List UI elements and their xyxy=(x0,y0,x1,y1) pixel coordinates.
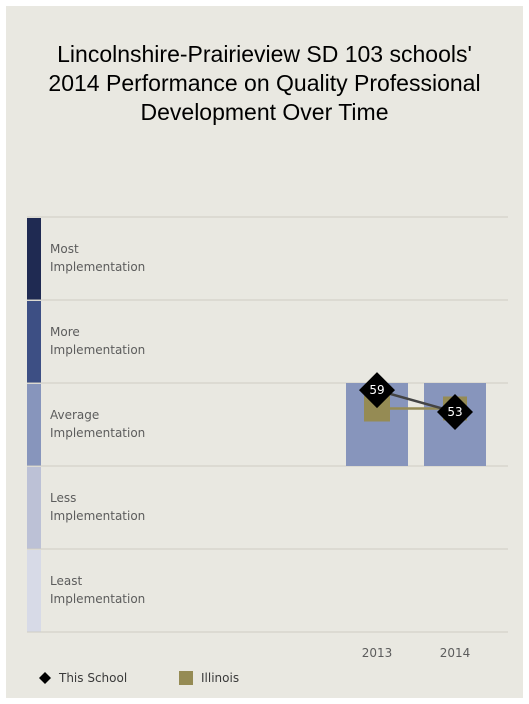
band-label: Least Implementation xyxy=(50,574,145,606)
chart-title-line-1: Lincolnshire-Prairieview SD 103 schools' xyxy=(57,41,472,67)
x-tick-label: 2014 xyxy=(440,646,471,660)
band-label: Average Implementation xyxy=(50,408,145,440)
marker-this-school xyxy=(437,394,473,431)
band-label-line: Implementation xyxy=(50,592,145,606)
band-label-line: Implementation xyxy=(50,260,145,274)
band-label: Most Implementation xyxy=(50,242,145,274)
band-color-strip xyxy=(27,467,41,549)
marker-layer: 59 53 xyxy=(359,372,473,431)
band-label-line: Most xyxy=(50,242,79,256)
chart-card xyxy=(6,6,523,698)
x-tick-label: 2013 xyxy=(362,646,393,660)
legend-square-icon xyxy=(179,671,193,685)
band-label-line: Less xyxy=(50,491,76,505)
legend-label-illinois: Illinois xyxy=(201,671,239,685)
band-color-strip xyxy=(27,218,41,300)
band-label-line: Implementation xyxy=(50,426,145,440)
band-label-line: Implementation xyxy=(50,509,145,523)
band-color-strip xyxy=(27,384,41,466)
data-label: 53 xyxy=(447,405,462,419)
chart-title-line-3: Development Over Time xyxy=(140,99,389,125)
chart-title: Lincolnshire-Prairieview SD 103 schools'… xyxy=(0,40,529,127)
band-label-line: Least xyxy=(50,574,82,588)
data-label: 59 xyxy=(369,383,384,397)
band-color-strip xyxy=(27,301,41,383)
band-label: Less Implementation xyxy=(50,491,145,523)
legend-label-this-school: This School xyxy=(58,671,127,685)
legend: This School Illinois xyxy=(39,671,239,685)
band-color-strip xyxy=(27,550,41,632)
marker-this-school xyxy=(359,372,395,409)
chart-title-line-2: 2014 Performance on Quality Professional xyxy=(48,70,481,96)
legend-diamond-icon xyxy=(39,672,51,684)
band-label-line: Average xyxy=(50,408,99,422)
x-axis-tick-layer: 2013 2014 xyxy=(362,646,471,660)
band-label: More Implementation xyxy=(50,325,145,357)
band-label-line: More xyxy=(50,325,80,339)
band-label-line: Implementation xyxy=(50,343,145,357)
